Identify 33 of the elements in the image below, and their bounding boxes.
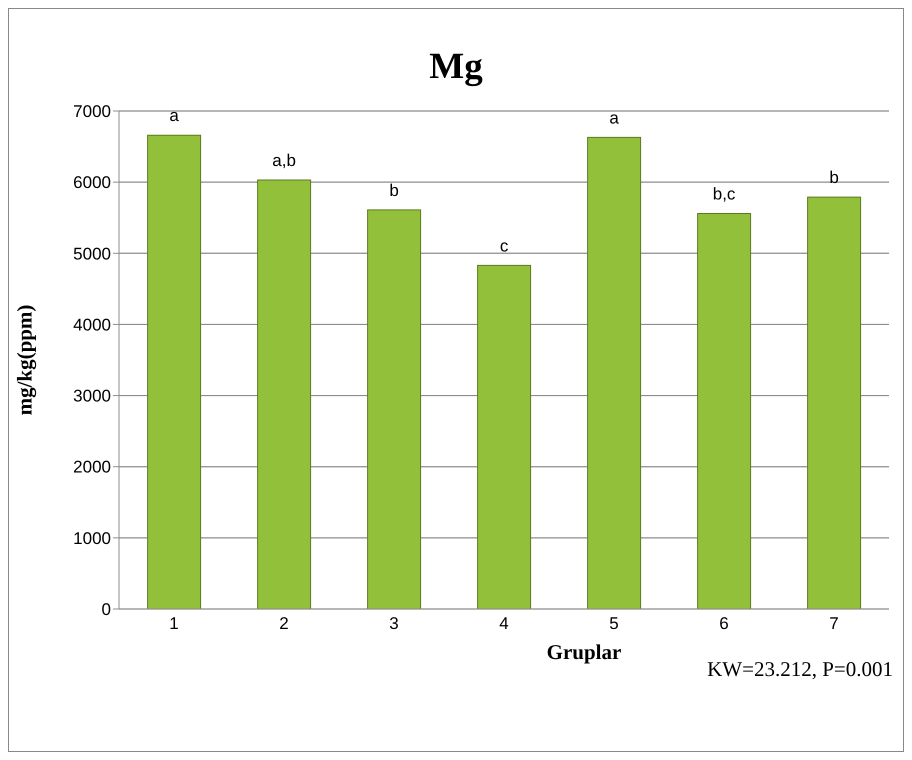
x-tick-label: 1: [169, 614, 179, 634]
text: KW=23.212, P=0.001: [707, 657, 893, 682]
y-tick-label: 7000: [73, 102, 111, 122]
bar: [697, 212, 752, 609]
y-tick-label: 6000: [73, 173, 111, 192]
x-tick-label: 2: [279, 614, 289, 634]
x-tick-label: 3: [389, 614, 399, 634]
bar: [367, 209, 422, 609]
x-axis-title: Gruplar: [546, 640, 622, 664]
data-label: a: [169, 106, 180, 126]
y-tick-label: 3000: [73, 386, 111, 406]
bar: [807, 196, 862, 609]
data-label: b: [829, 168, 839, 188]
y-axis-title: mg/kg(ppm): [12, 304, 36, 416]
bar: [477, 264, 532, 609]
data-label: c: [500, 236, 509, 256]
data-label: a,b: [272, 151, 296, 170]
x-tick-label: 4: [499, 614, 509, 634]
y-tick-label: 4000: [73, 315, 111, 334]
y-tick-label: 0: [102, 600, 111, 620]
y-tick-label: 5000: [73, 244, 111, 264]
bar: [587, 136, 642, 609]
y-tick-label: 2000: [73, 458, 111, 477]
x-tick-label: 5: [609, 614, 619, 634]
data-label: a: [609, 108, 620, 128]
bar: [257, 180, 312, 609]
data-label: b,c: [712, 184, 736, 204]
y-tick-label: 1000: [73, 528, 111, 548]
x-tick-label: 6: [719, 614, 729, 634]
x-tick-label: 7: [829, 614, 839, 634]
chart-title: Mg: [428, 45, 484, 88]
data-label: b: [389, 180, 399, 200]
bar: [147, 134, 202, 609]
